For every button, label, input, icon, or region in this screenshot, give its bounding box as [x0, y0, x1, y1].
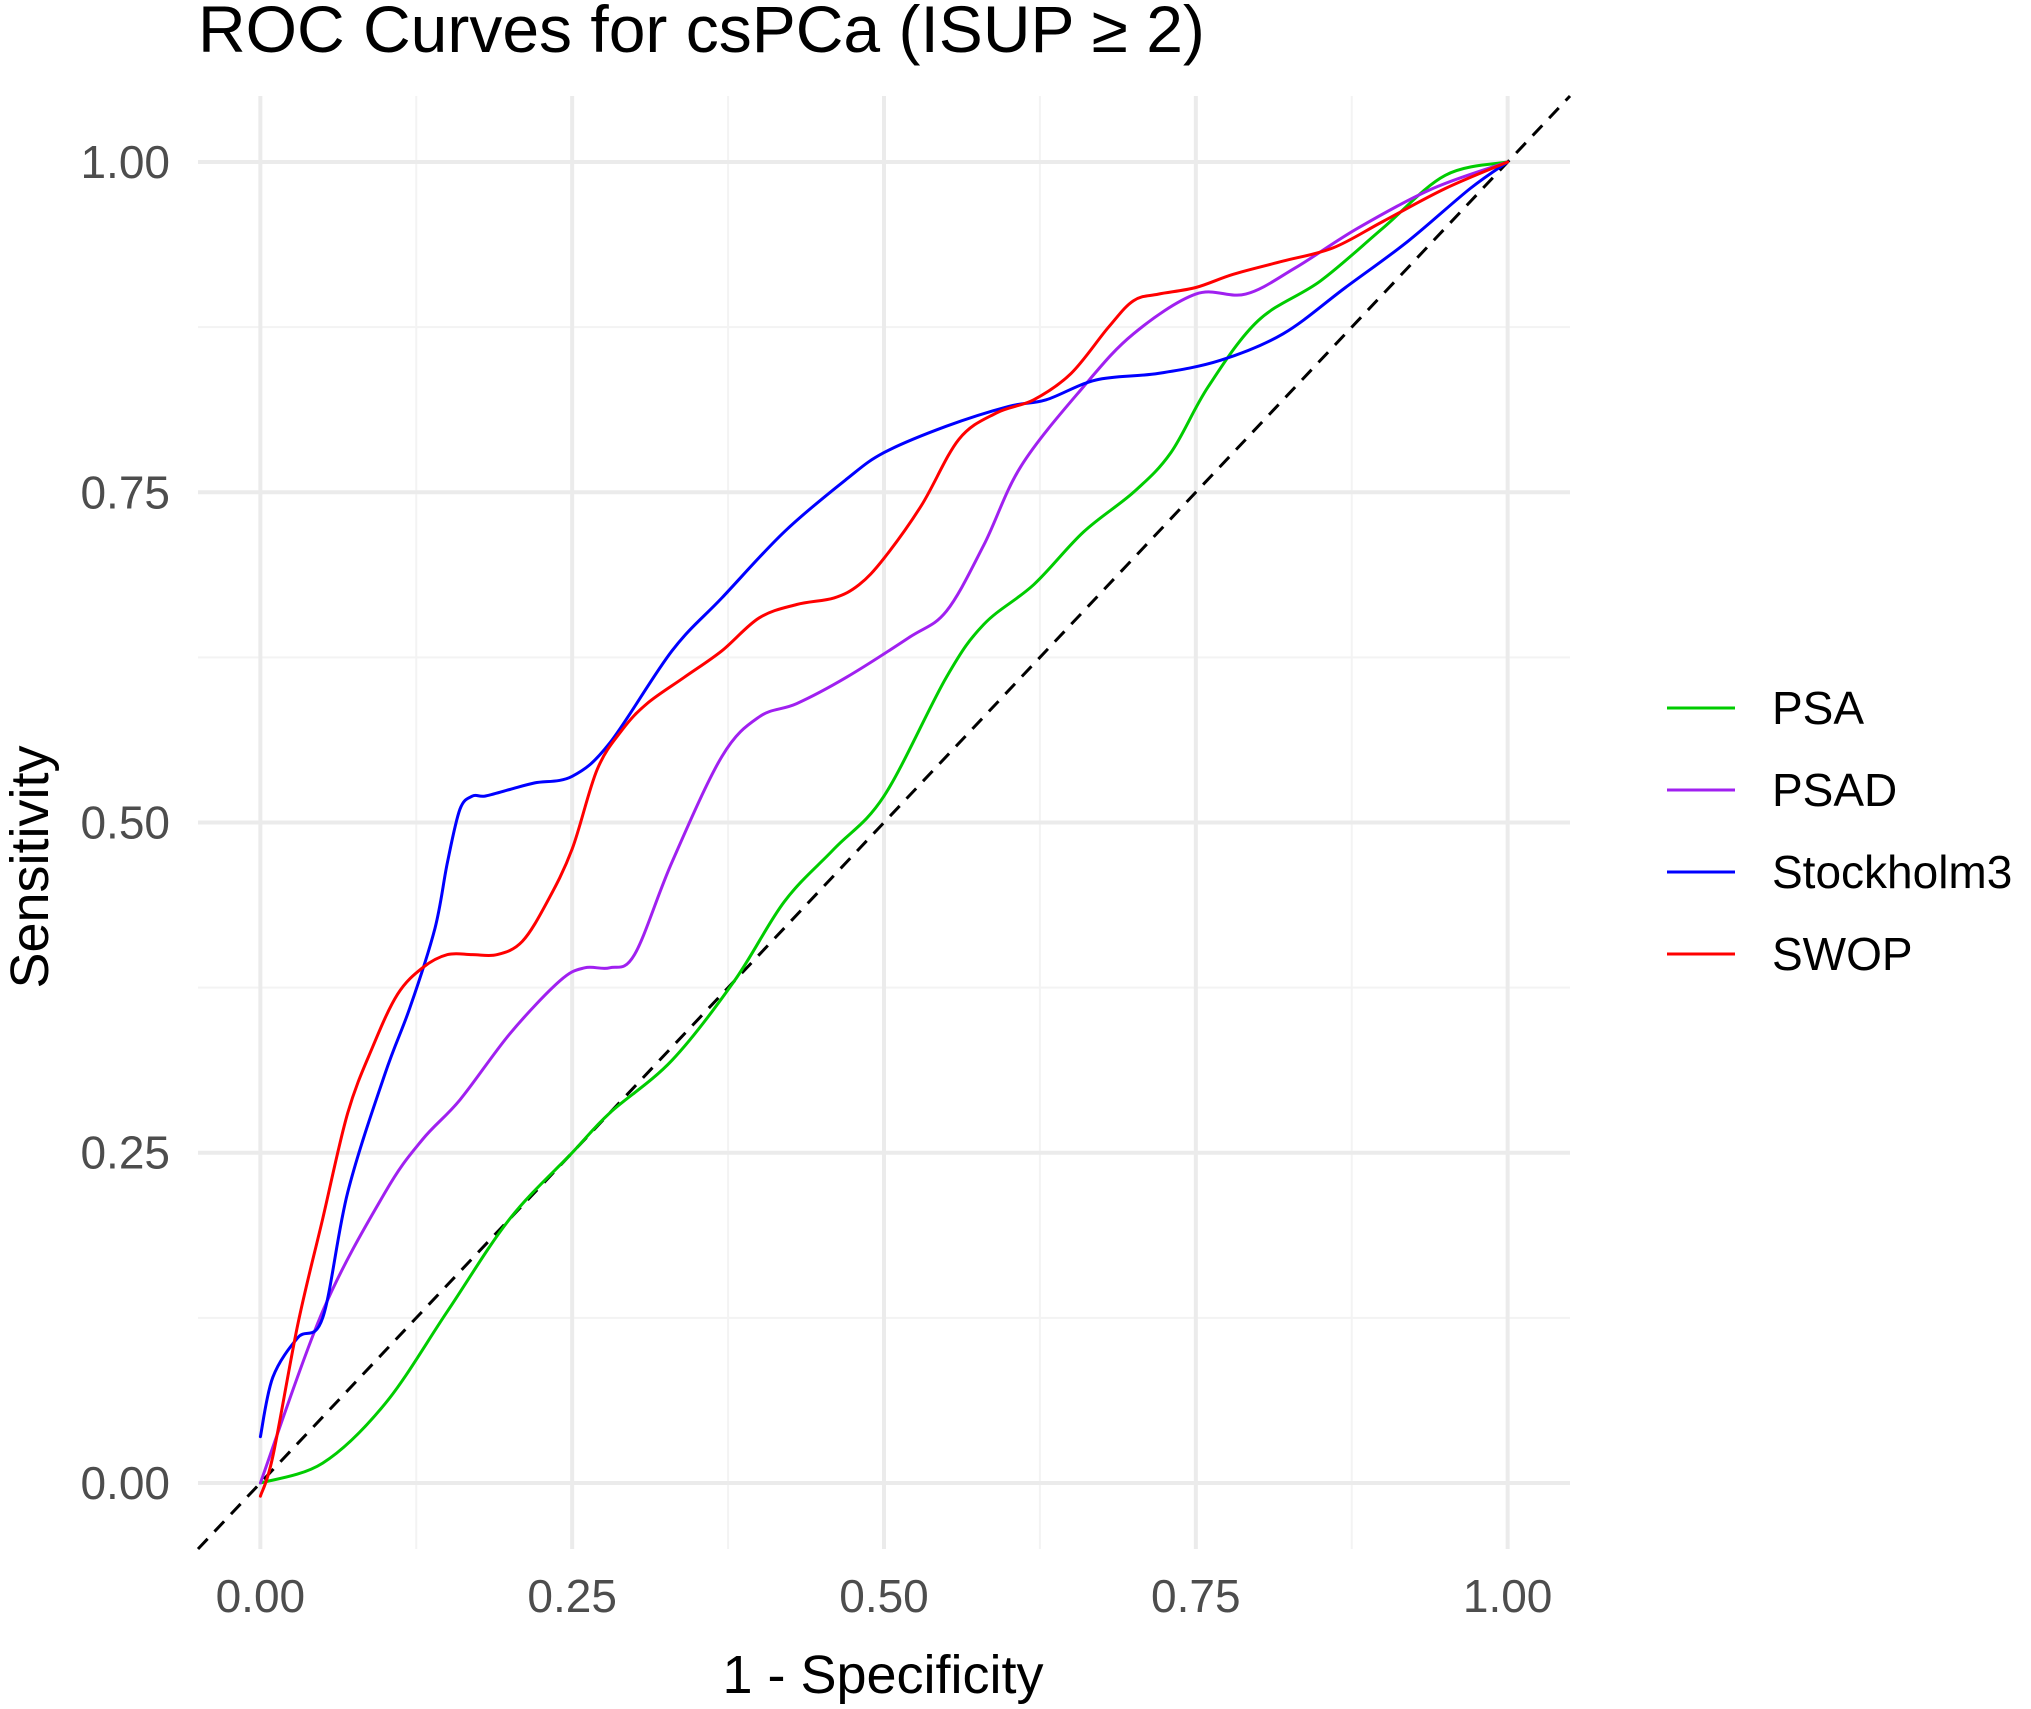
legend-label-swop: SWOP — [1772, 928, 1913, 980]
series-line-stockholm3 — [258, 160, 1510, 1439]
x-tick-labels: 0.00 0.25 0.50 0.75 1.00 — [216, 1570, 1553, 1622]
reference-diagonal-line — [196, 94, 1572, 1551]
major-gridlines — [198, 96, 1570, 1549]
series-line-psad — [258, 160, 1510, 1485]
y-tick-labels: 0.00 0.25 0.50 0.75 1.00 — [80, 136, 170, 1509]
y-tick-label: 0.25 — [80, 1127, 170, 1179]
legend: PSA PSAD Stockholm3 SWOP — [1667, 682, 2012, 980]
chart-title: ROC Curves for csPCa (ISUP ≥ 2) — [198, 0, 1205, 66]
y-tick-label: 0.75 — [80, 466, 170, 518]
x-tick-label: 0.00 — [216, 1570, 306, 1622]
x-tick-label: 0.50 — [839, 1570, 929, 1622]
series-lines-group — [258, 160, 1510, 1498]
y-tick-label: 1.00 — [80, 136, 170, 188]
y-tick-label: 0.00 — [80, 1457, 170, 1509]
y-axis-title: Sensitivity — [0, 745, 60, 988]
x-tick-label: 1.00 — [1463, 1570, 1553, 1622]
reference-line-group — [196, 94, 1572, 1551]
x-tick-label: 0.75 — [1151, 1570, 1241, 1622]
legend-label-stockholm3: Stockholm3 — [1772, 846, 2012, 898]
legend-label-psa: PSA — [1772, 682, 1864, 734]
series-line-psa — [258, 160, 1510, 1485]
x-axis-title: 1 - Specificity — [722, 1645, 1043, 1705]
series-line-swop — [258, 160, 1510, 1498]
x-tick-label: 0.25 — [527, 1570, 617, 1622]
y-tick-label: 0.50 — [80, 797, 170, 849]
legend-label-psad: PSAD — [1772, 764, 1897, 816]
